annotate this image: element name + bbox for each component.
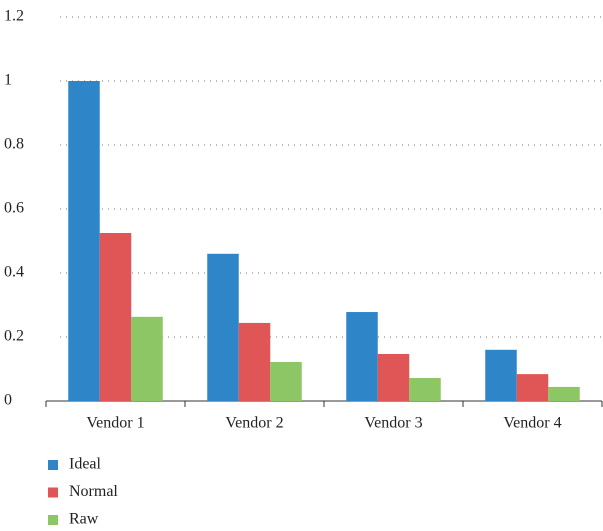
x-tick-label: Vendor 1 [86,415,144,432]
y-tick-label: 0 [4,392,12,409]
y-tick-label: 0.4 [4,264,24,281]
legend-label: Ideal [69,456,102,473]
legend-label: Normal [69,483,118,500]
y-tick-label: 0.2 [4,328,24,345]
legend-swatch [48,515,58,525]
legend-swatch [48,487,58,498]
bar [548,386,580,401]
bar [68,81,100,401]
bar [131,316,163,401]
bar [270,361,302,401]
bar [346,312,378,401]
bar [516,374,549,401]
bar [207,253,239,401]
y-tick-label: 0.8 [4,136,24,153]
y-tick-label: 1.2 [4,8,24,25]
bar [485,349,517,401]
bar [238,322,271,401]
bar [99,233,132,401]
bar [377,353,410,401]
x-tick-label: Vendor 2 [225,415,283,432]
x-tick-label: Vendor 3 [364,415,422,432]
y-tick-label: 1 [4,72,12,89]
bar [409,377,441,401]
y-tick-label: 0.6 [4,200,24,217]
x-tick-label: Vendor 4 [503,415,561,432]
legend-label: Raw [69,511,99,528]
legend-swatch [48,460,58,470]
